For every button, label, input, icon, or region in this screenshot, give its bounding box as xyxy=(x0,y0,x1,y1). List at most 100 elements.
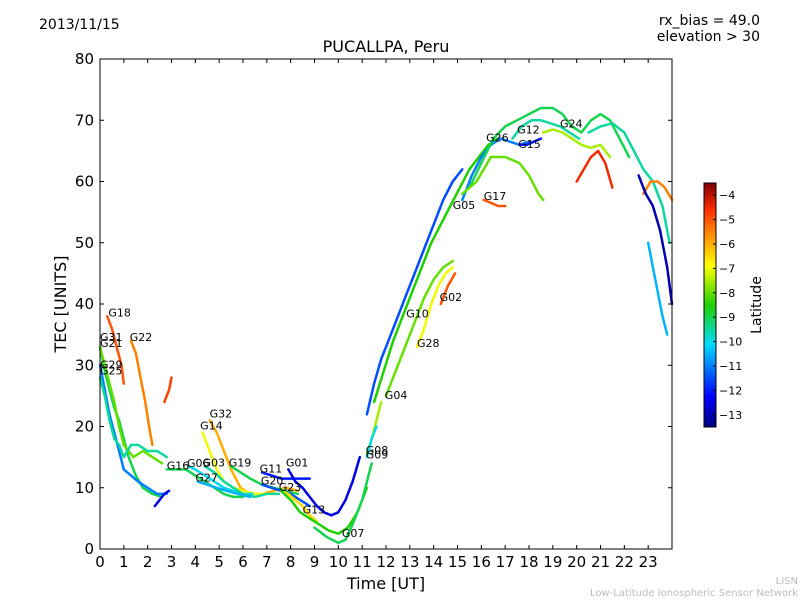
x-tick-label: 17 xyxy=(496,553,515,571)
series-label-g01: G01 xyxy=(286,456,309,469)
colorbar-tick-label: −13 xyxy=(719,409,742,422)
series-label-g26: G26 xyxy=(486,132,509,145)
y-tick-label: 30 xyxy=(75,356,94,374)
series-g34 xyxy=(542,128,612,159)
series-label-g32: G32 xyxy=(210,407,233,420)
series-g02 xyxy=(439,272,457,306)
colorbar-tick-label: −9 xyxy=(719,311,735,324)
x-tick-label: 21 xyxy=(591,553,610,571)
colorbar-tick-label: −5 xyxy=(719,214,735,227)
series-g03 xyxy=(203,465,281,499)
x-tick-label: 6 xyxy=(238,553,248,571)
date-label: 2013/11/15 xyxy=(39,17,120,33)
series-g41 xyxy=(153,489,171,508)
series-label-g05: G05 xyxy=(453,199,476,212)
x-tick-label: 4 xyxy=(191,553,201,571)
x-tick-label: 5 xyxy=(214,553,224,571)
series-label-g29: G29 xyxy=(100,358,123,371)
y-tick-label: 20 xyxy=(75,418,94,436)
x-tick-label: 11 xyxy=(353,553,372,571)
plot-frame xyxy=(99,58,673,550)
y-axis: 0 10 20 30 40 50 60 70 80 xyxy=(75,50,672,558)
colorbar-tick-label: −4 xyxy=(719,189,735,202)
x-tick-label: 20 xyxy=(567,553,586,571)
series-label-g22: G22 xyxy=(130,331,153,344)
series-g07 xyxy=(313,462,373,545)
series-g26 xyxy=(461,137,531,202)
x-tick-label: 0 xyxy=(95,553,105,571)
series-g38 xyxy=(637,174,674,306)
series-label-g31: G31 xyxy=(100,331,123,344)
colorbar-tick-label: −12 xyxy=(719,384,742,397)
x-tick-label: 16 xyxy=(472,553,491,571)
series-g25 xyxy=(98,376,168,459)
x-axis-label: Time [UT] xyxy=(346,574,425,593)
y-tick-label: 10 xyxy=(75,479,94,497)
series-g16 xyxy=(165,468,245,499)
colorbar-tick-label: −8 xyxy=(719,287,735,300)
x-tick-label: 19 xyxy=(543,553,562,571)
series-g37 xyxy=(642,180,674,202)
x-tick-label: 8 xyxy=(286,553,296,571)
series-g27 xyxy=(196,480,252,499)
x-tick-label: 23 xyxy=(639,553,658,571)
series-g15 xyxy=(518,137,543,147)
x-tick-label: 22 xyxy=(615,553,634,571)
series-label-g13: G13 xyxy=(303,503,326,516)
colorbar-tick-label: −10 xyxy=(719,336,742,349)
series-g10 xyxy=(365,168,464,416)
series-label-g17: G17 xyxy=(484,190,507,203)
y-tick-label: 50 xyxy=(75,234,94,252)
y-tick-label: 40 xyxy=(75,295,94,313)
series-label-g21: G21 xyxy=(100,337,123,350)
x-tick-label: 1 xyxy=(119,553,129,571)
series-g23 xyxy=(279,489,319,523)
chart-title: PUCALLPA, Peru xyxy=(323,37,450,56)
series-label-g03: G03 xyxy=(202,456,225,469)
series-g36 xyxy=(587,122,671,245)
series-g24 xyxy=(468,106,631,189)
series-label-g16: G16 xyxy=(167,459,190,472)
y-tick-label: 60 xyxy=(75,173,94,191)
y-tick-label: 70 xyxy=(75,111,94,129)
series-label-g10: G10 xyxy=(406,307,429,320)
x-tick-label: 10 xyxy=(329,553,348,571)
series-g30 xyxy=(461,155,545,202)
x-tick-label: 2 xyxy=(143,553,153,571)
series-g04 xyxy=(384,259,454,398)
series-label-g07: G07 xyxy=(342,527,365,540)
x-axis: 0 1 2 3 4 5 6 7 8 9 10 11 12 13 14 15 16 17 18 19 20 21 22 23 xyxy=(95,59,658,571)
series-g05 xyxy=(372,137,500,404)
colorbar-tick-label: −7 xyxy=(719,262,735,275)
colorbar-ticks: −4 −5 −6 −7 −8 −9 −10 −11 −12 −13 xyxy=(713,189,742,422)
series-label-g08: G08 xyxy=(366,444,389,457)
colorbar-tick-label: −6 xyxy=(719,238,735,251)
series-g11 xyxy=(260,471,311,480)
footer-network: Low-Latitude Ionospheric Sensor Network xyxy=(590,588,798,599)
x-tick-label: 13 xyxy=(400,553,419,571)
colorbar-label: Latitude xyxy=(749,276,765,334)
series-g28 xyxy=(415,266,454,349)
series-label-g06: G06 xyxy=(187,457,210,470)
x-tick-label: 15 xyxy=(448,553,467,571)
series-label-g12: G12 xyxy=(517,124,540,137)
series-label-g14: G14 xyxy=(200,420,223,433)
series-g13 xyxy=(279,486,369,535)
series-g39 xyxy=(646,241,669,336)
x-tick-label: 14 xyxy=(424,553,443,571)
series-label-g02: G02 xyxy=(440,291,463,304)
series-label-g28: G28 xyxy=(417,337,440,350)
series-label-g18: G18 xyxy=(108,306,131,319)
x-tick-label: 7 xyxy=(262,553,272,571)
series-label-g19: G19 xyxy=(229,456,252,469)
x-tick-label: 3 xyxy=(167,553,177,571)
series-label-g27: G27 xyxy=(195,472,218,485)
series-label-g24: G24 xyxy=(560,118,583,131)
series-g12 xyxy=(511,119,581,140)
elevation-label: elevation > 30 xyxy=(656,29,760,45)
series-label-g23: G23 xyxy=(279,481,302,494)
series-label-g09: G09 xyxy=(366,448,389,461)
series-g35 xyxy=(575,149,614,189)
